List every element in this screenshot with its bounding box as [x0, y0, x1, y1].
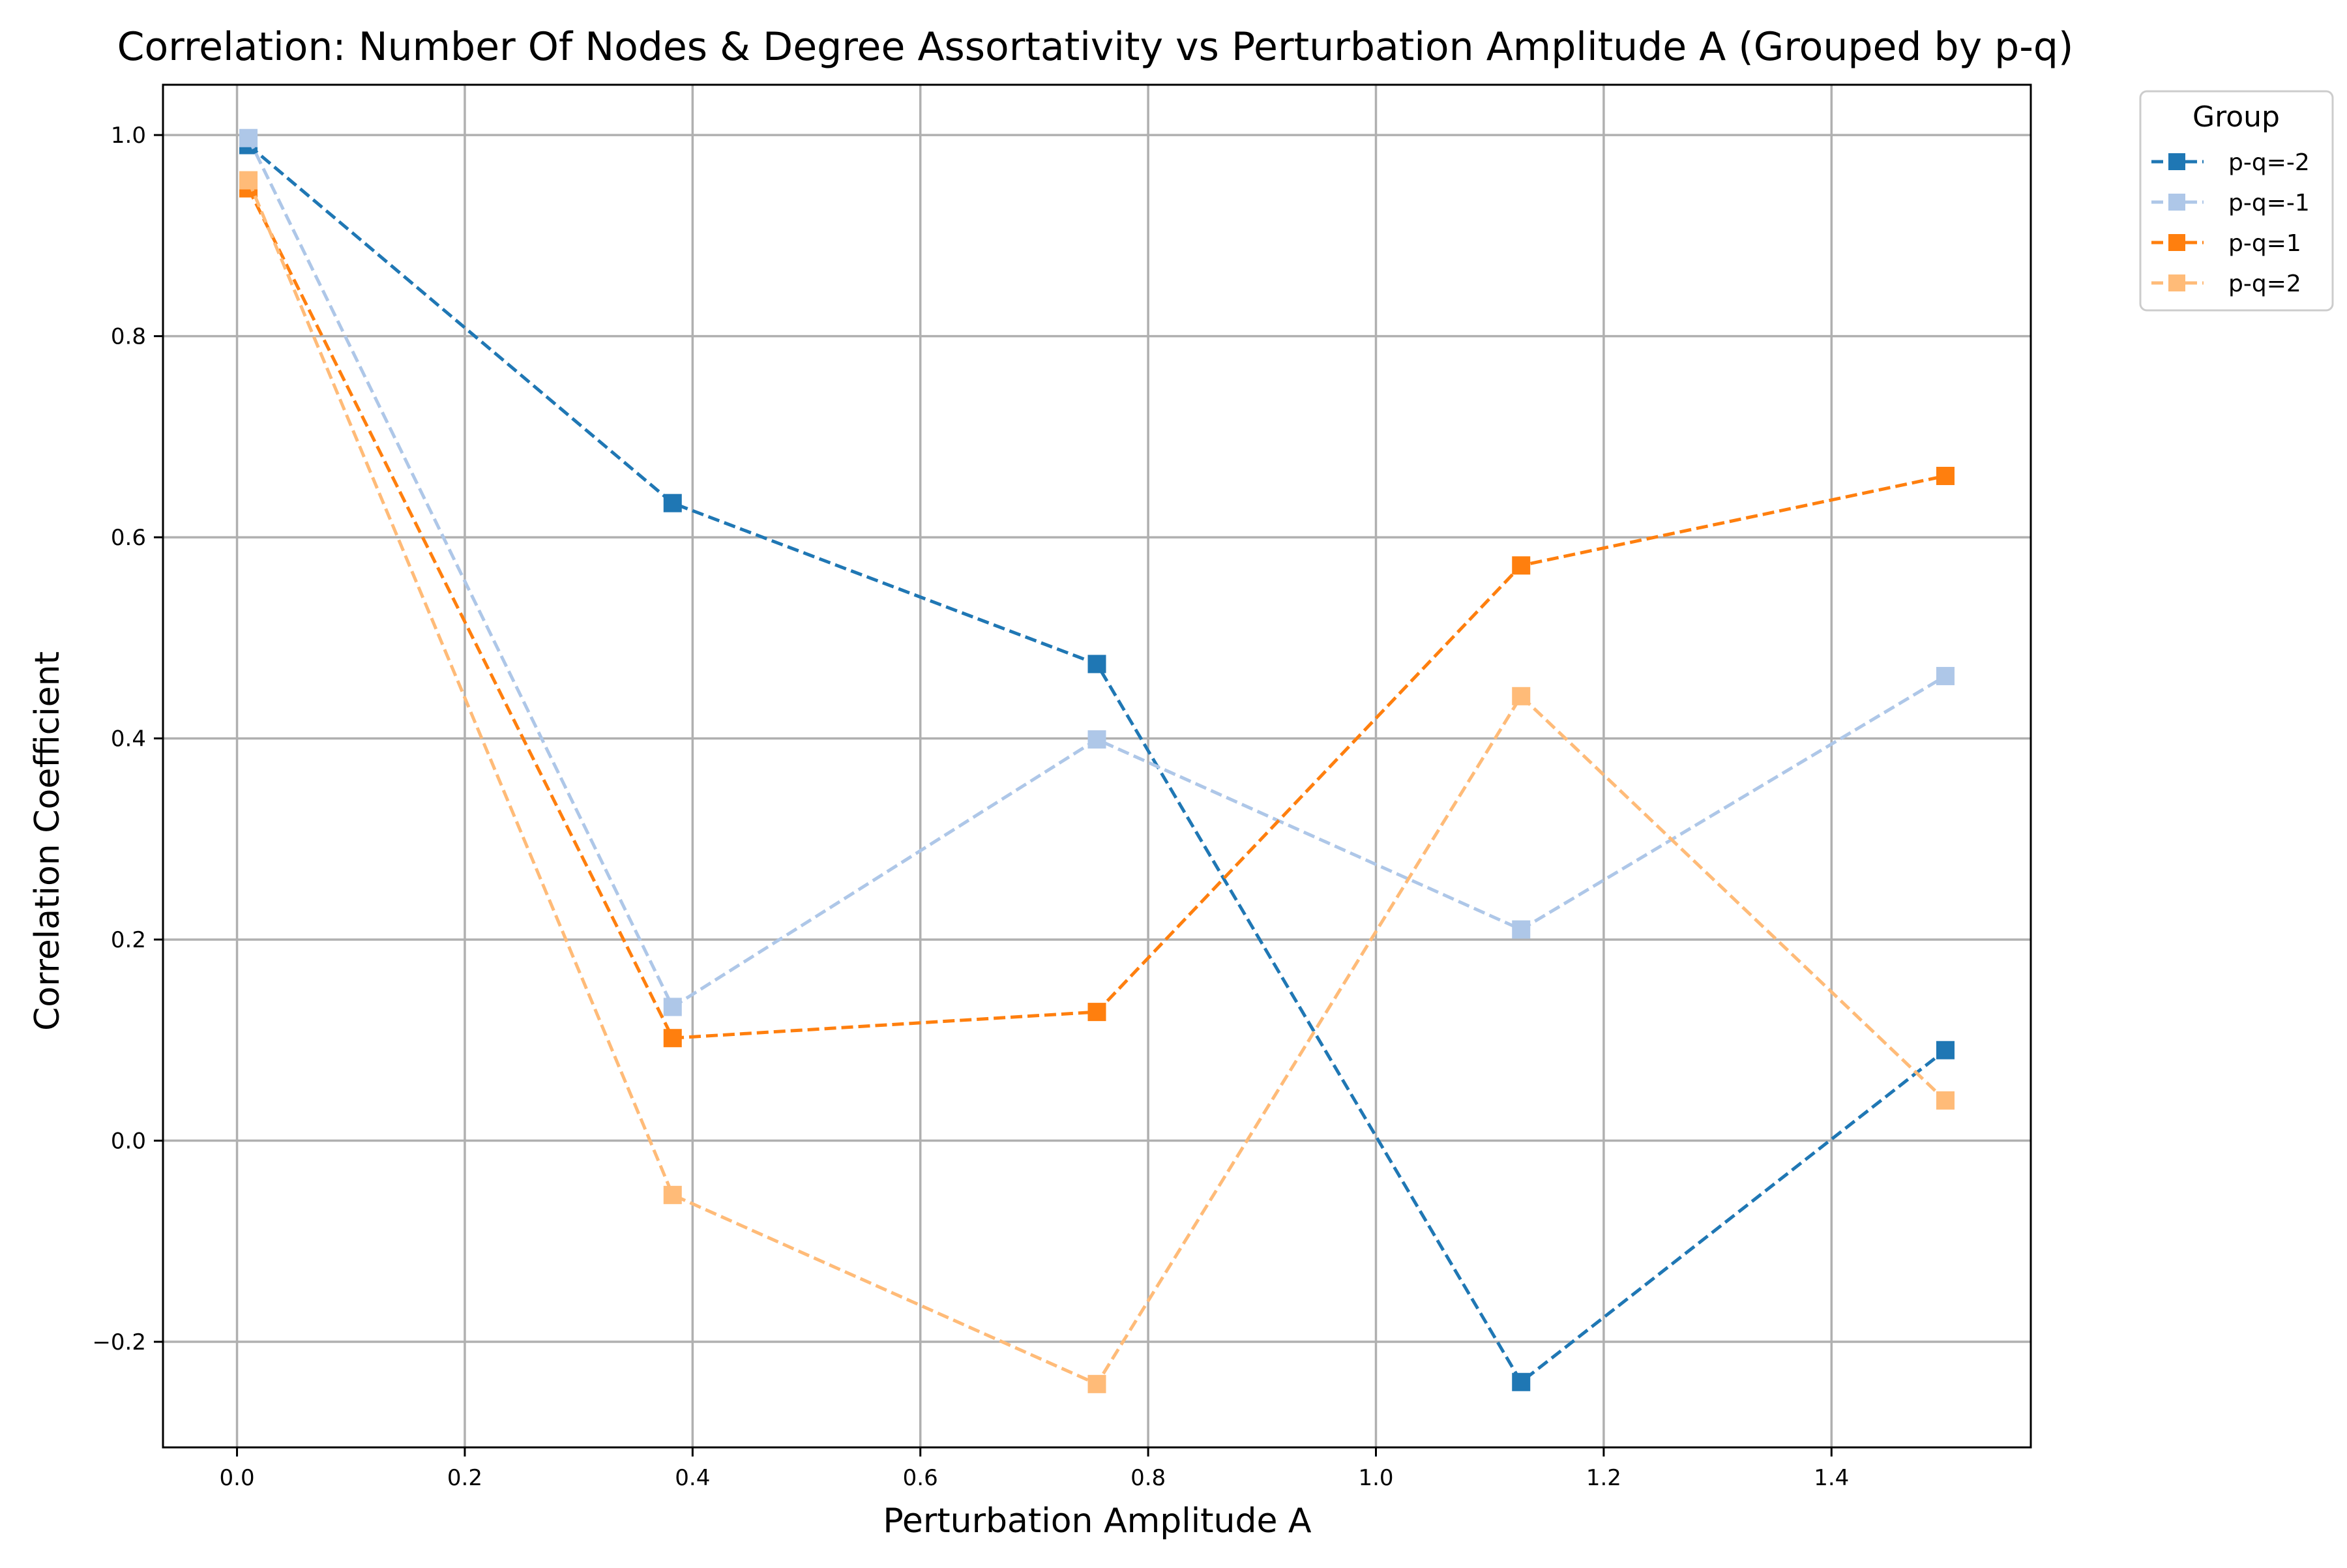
data-point: [1087, 730, 1106, 749]
series-p-q=-2: [239, 136, 1955, 1391]
y-tick-label: −0.2: [92, 1329, 146, 1355]
x-tick-label: 1.2: [1586, 1465, 1621, 1491]
y-tick-label: 0.6: [111, 525, 146, 551]
x-tick-label: 1.4: [1814, 1465, 1849, 1491]
y-axis-label: Correlation Coefficient: [28, 651, 67, 1031]
x-tick-label: 0.4: [675, 1465, 710, 1491]
legend-box: [2139, 90, 2334, 312]
data-point: [1087, 1374, 1106, 1393]
legend-title: Group: [2192, 100, 2280, 134]
data-point: [1512, 1372, 1531, 1391]
legend-item: p-q=-2: [2151, 149, 2310, 176]
x-tick-label: 0.6: [903, 1465, 938, 1491]
y-axis-ticks: −0.2 0.0 0.2 0.4 0.6 0.8 1.0: [92, 123, 163, 1355]
legend-items: p-q=-2 p-q=-1 p-q=1 p-q=2: [2151, 149, 2310, 297]
y-tick-label: 0.0: [111, 1129, 146, 1155]
plot-frame: [162, 83, 2032, 1449]
legend-item: p-q=1: [2151, 230, 2301, 257]
x-tick-label: 0.8: [1130, 1465, 1166, 1491]
grid: [163, 85, 2031, 1447]
data-point: [663, 494, 682, 512]
data-point: [1936, 666, 1955, 685]
legend-item: p-q=-1: [2151, 190, 2310, 216]
legend-label: p-q=1: [2228, 230, 2301, 257]
legend-marker: [2168, 194, 2185, 211]
data-point: [1936, 1091, 1955, 1110]
data-point: [663, 998, 682, 1016]
x-tick-label: 0.0: [220, 1465, 255, 1491]
series-line: [246, 137, 1947, 1010]
data-point: [239, 171, 258, 190]
data-point: [1087, 655, 1106, 673]
data-point: [1512, 687, 1531, 705]
data-point: [1936, 467, 1955, 486]
series-p-q=2: [239, 171, 1955, 1393]
y-tick-label: 0.4: [111, 726, 146, 752]
series-line: [247, 143, 1947, 1385]
data-point: [1087, 1003, 1106, 1022]
series-p-q=1: [239, 179, 1955, 1048]
x-tick-label: 1.0: [1358, 1465, 1393, 1491]
x-tick-label: 0.2: [447, 1465, 482, 1491]
y-tick-label: 0.8: [111, 324, 146, 350]
legend-label: p-q=-2: [2228, 149, 2310, 176]
chart-title: Correlation: Number Of Nodes & Degree As…: [117, 24, 2074, 70]
legend-item: p-q=2: [2151, 271, 2301, 297]
data-point: [1512, 556, 1531, 575]
data-point: [1936, 1041, 1955, 1059]
data-point: [663, 1029, 682, 1048]
y-tick-label: 1.0: [111, 123, 146, 149]
legend-label: p-q=-1: [2228, 190, 2310, 216]
legend-marker: [2168, 274, 2185, 291]
x-axis-label: Perturbation Amplitude A: [883, 1501, 1312, 1541]
data-point: [239, 128, 258, 147]
series-p-q=-1: [239, 128, 1955, 1016]
data-point: [1512, 920, 1531, 939]
series-line: [246, 187, 1946, 1040]
series-layer: [239, 128, 1955, 1393]
x-axis-ticks: 0.0 0.2 0.4 0.6 0.8 1.0 1.2 1.4: [220, 1447, 1849, 1491]
data-point: [663, 1185, 682, 1204]
legend-marker: [2168, 234, 2185, 251]
legend-label: p-q=2: [2228, 271, 2301, 297]
legend-marker: [2168, 153, 2185, 170]
legend: Group p-q=-2 p-q=-1 p-q=1 p-q=2: [2139, 90, 2334, 312]
y-tick-label: 0.2: [111, 927, 146, 953]
